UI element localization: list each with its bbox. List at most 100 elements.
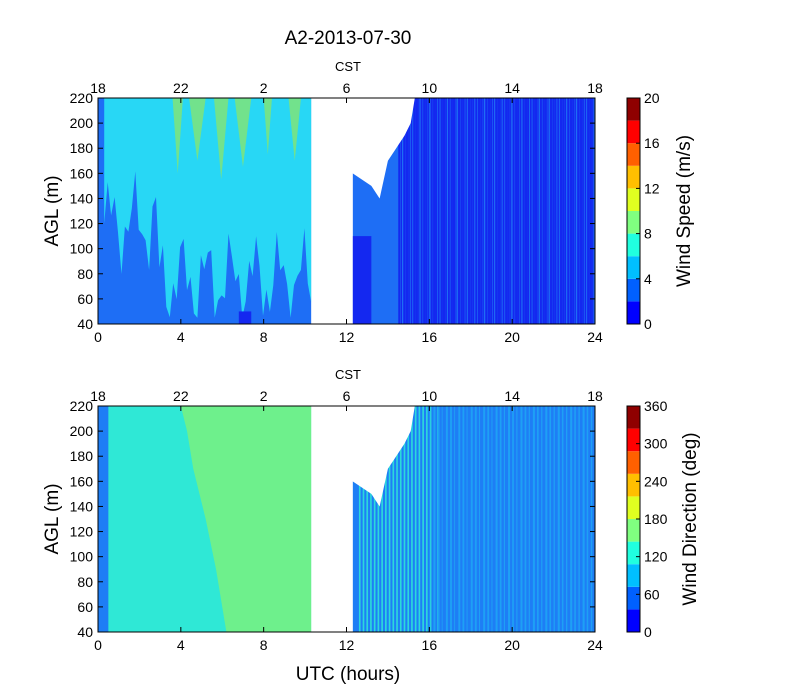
field-stripe xyxy=(592,98,594,324)
top-tick-label: 10 xyxy=(422,388,438,404)
top-tick-label: 2 xyxy=(260,80,268,96)
field-stripe xyxy=(566,406,568,632)
field-stripe xyxy=(557,98,559,324)
colorbar-segment xyxy=(627,564,640,587)
colorbar-segment xyxy=(627,473,640,497)
field-stripe xyxy=(485,98,488,324)
y-tick-label: 200 xyxy=(70,423,94,439)
field-stripe xyxy=(515,98,518,324)
colorbar-segment xyxy=(627,541,640,565)
field-stripe xyxy=(584,98,587,324)
x-tick-label: 4 xyxy=(177,637,185,653)
colorbar-tick-label: 240 xyxy=(644,473,668,489)
field-stripe xyxy=(487,406,490,632)
field-stripe xyxy=(400,98,402,324)
field-stripe xyxy=(522,98,525,324)
colorbar-tick-label: 4 xyxy=(644,271,652,287)
field-region xyxy=(172,98,183,174)
field-stripe xyxy=(450,98,453,324)
field-stripe xyxy=(574,98,576,324)
y-tick-label: 40 xyxy=(77,624,93,640)
x-tick-label: 8 xyxy=(260,637,268,653)
colorbar-label: Wind Speed (m/s) xyxy=(674,135,695,287)
field-stripe xyxy=(373,406,376,632)
field-stripe xyxy=(528,406,530,632)
colorbar-segment xyxy=(627,256,640,279)
field-region xyxy=(352,236,372,324)
field-stripe xyxy=(525,98,528,324)
field-stripe xyxy=(435,98,438,324)
field-stripe xyxy=(466,406,468,632)
field-stripe xyxy=(377,406,380,632)
colorbar-segment xyxy=(627,609,640,632)
y-axis-label: AGL (m) xyxy=(42,483,63,554)
field-stripe xyxy=(458,406,461,632)
colorbar-frame xyxy=(626,97,641,325)
x-tick-label: 4 xyxy=(177,329,185,345)
top-tick-label: 22 xyxy=(173,80,189,96)
colorbar-segment xyxy=(627,143,640,166)
field-region xyxy=(189,98,206,161)
field-stripe xyxy=(570,406,573,632)
field-stripe xyxy=(577,98,580,324)
field-stripe xyxy=(503,406,505,632)
colorbar-tick-label: 8 xyxy=(644,226,652,242)
field-stripe xyxy=(460,98,463,324)
field-stripe xyxy=(559,98,563,324)
field-stripe xyxy=(396,406,398,632)
field-stripe xyxy=(480,98,483,324)
field-stripe xyxy=(470,98,473,324)
top-axis-label: CST xyxy=(335,59,361,74)
y-tick-label: 80 xyxy=(77,266,93,282)
field-stripe xyxy=(542,98,545,324)
field-stripe xyxy=(532,98,535,324)
field-stripe xyxy=(403,98,406,324)
field-stripe xyxy=(413,98,416,324)
field-stripe xyxy=(403,406,406,632)
field-stripe xyxy=(549,98,553,324)
field-stripe xyxy=(552,98,555,324)
x-tick-label: 24 xyxy=(587,637,603,653)
field-stripe xyxy=(429,406,431,632)
field-stripe xyxy=(474,406,477,632)
top-tick-label: 22 xyxy=(173,388,189,404)
field-stripe xyxy=(438,98,440,324)
y-tick-label: 120 xyxy=(70,216,94,232)
y-tick-label: 180 xyxy=(70,140,94,156)
field-stripe xyxy=(499,406,502,632)
field-stripe xyxy=(541,406,543,632)
field-stripe xyxy=(418,98,420,324)
field-stripe xyxy=(495,98,498,324)
top-tick-label: 10 xyxy=(422,80,438,96)
field-stripe xyxy=(415,98,418,324)
field-stripe xyxy=(454,406,456,632)
top-tick-label: 18 xyxy=(587,80,603,96)
x-tick-label: 24 xyxy=(587,329,603,345)
field-region xyxy=(213,98,229,180)
top-tick-label: 14 xyxy=(504,388,520,404)
field-stripe xyxy=(414,406,417,632)
colorbar-segment xyxy=(627,519,640,542)
field-stripe xyxy=(366,406,369,632)
y-tick-label: 120 xyxy=(70,524,94,540)
field-stripe xyxy=(567,98,570,324)
field-region xyxy=(288,98,301,161)
y-tick-label: 40 xyxy=(77,316,93,332)
field-stripe xyxy=(508,406,511,632)
field-stripe xyxy=(544,98,547,324)
y-tick-label: 160 xyxy=(70,165,94,181)
x-tick-label: 8 xyxy=(260,329,268,345)
field-stripe xyxy=(490,98,493,324)
top-tick-label: 18 xyxy=(90,388,106,404)
field-stripe xyxy=(399,406,402,632)
field-stripe xyxy=(392,406,395,632)
top-tick-label: 18 xyxy=(90,80,106,96)
y-tick-label: 180 xyxy=(70,448,94,464)
x-tick-label: 0 xyxy=(94,329,102,345)
field-stripe xyxy=(516,406,518,632)
colorbar-segment xyxy=(627,233,640,257)
field-stripe xyxy=(491,406,493,632)
